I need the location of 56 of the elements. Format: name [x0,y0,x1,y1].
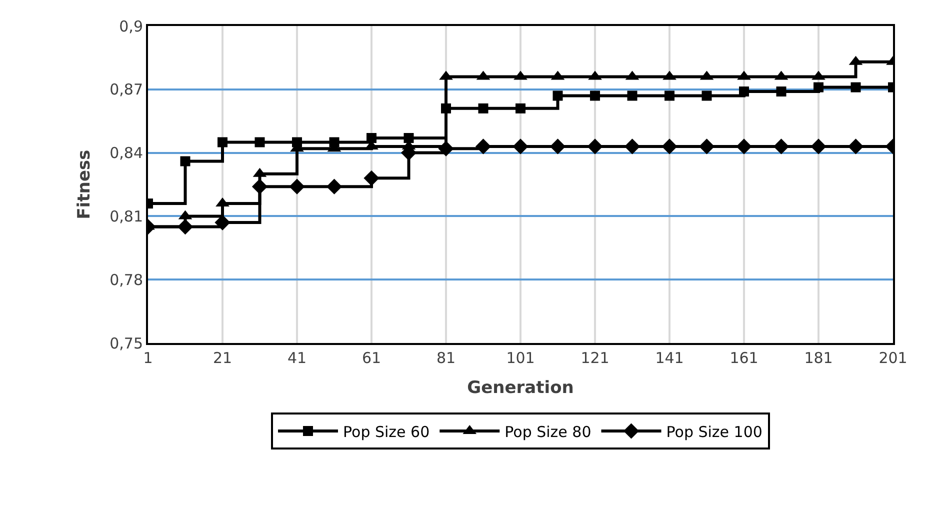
point [776,86,786,97]
point [516,103,526,114]
x-tick-label: 201 [878,349,908,367]
legend-label: Pop Size 60 [343,422,430,441]
point [698,138,715,154]
y-tick-label: 0,9 [119,17,143,36]
point [848,138,864,154]
point [478,103,488,114]
x-tick-label: 81 [436,349,456,367]
x-tick-label: 141 [655,349,684,367]
y-tick-label: 0,78 [110,270,143,289]
point [552,90,563,101]
y-tick-label: 0,87 [110,80,143,99]
point [364,170,380,186]
point [850,82,861,92]
point [218,137,228,148]
point [587,138,603,154]
x-tick-label: 161 [730,349,758,367]
x-tick-label: 41 [287,349,307,367]
point [254,137,265,148]
point [627,90,638,101]
point [326,178,342,194]
point [814,82,824,92]
point [624,138,640,154]
point [438,140,454,156]
y-tick-label: 0,84 [110,144,143,162]
point [512,138,528,154]
point [177,218,194,235]
point [736,138,752,154]
point [214,214,230,230]
point [590,90,600,101]
point [810,138,826,154]
y-tick-label: 0,75 [110,334,143,352]
point [366,133,376,144]
point [662,138,678,154]
legend-label: Pop Size 80 [504,422,592,441]
x-tick-label: 121 [580,349,610,367]
y-tick-label: 0,81 [110,207,143,226]
point [702,90,712,101]
legend-label: Pop Size 100 [666,422,762,441]
point [180,156,190,166]
x-tick-label: 61 [362,349,382,367]
x-axis-title: Generation [467,378,574,398]
point [773,138,790,154]
x-tick-label: 101 [506,349,535,367]
x-tick-label: 21 [212,349,232,367]
point [664,90,674,101]
x-tick-label: 181 [804,349,833,367]
y-axis-title: Fitness [74,150,95,220]
point [550,138,566,154]
x-tick-label: 1 [143,349,153,367]
point [475,138,492,154]
point [739,86,749,97]
point [252,178,268,194]
point [404,133,414,144]
point [289,178,305,194]
